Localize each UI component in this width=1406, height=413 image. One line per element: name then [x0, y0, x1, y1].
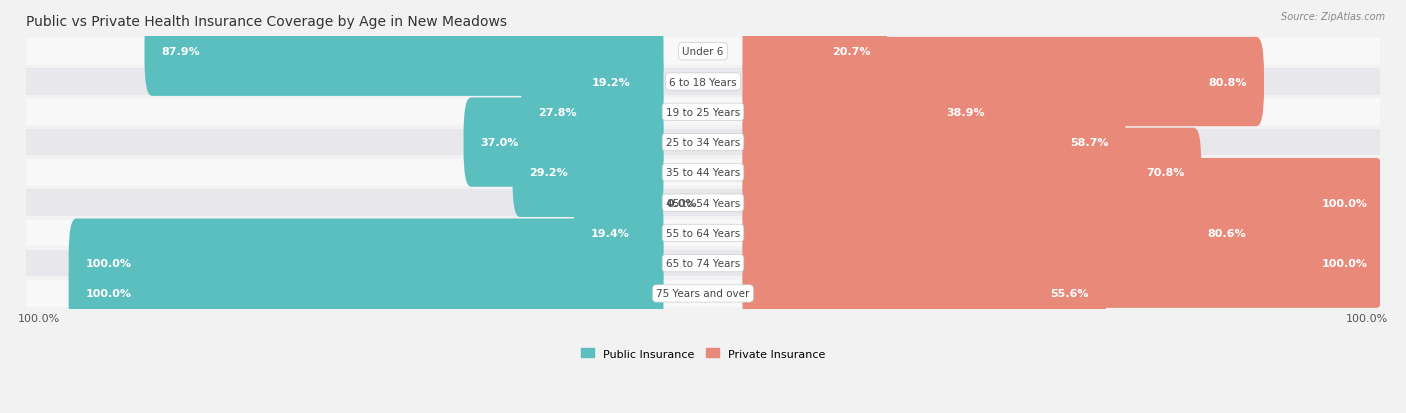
Bar [27, 280, 1379, 307]
FancyBboxPatch shape [742, 189, 1263, 278]
Legend: Public Insurance, Private Insurance: Public Insurance, Private Insurance [576, 344, 830, 363]
Text: 0.0%: 0.0% [666, 198, 697, 208]
Text: Under 6: Under 6 [682, 47, 724, 57]
Bar [27, 220, 1379, 247]
Text: 19.2%: 19.2% [592, 77, 631, 87]
Text: 35 to 44 Years: 35 to 44 Years [666, 168, 740, 178]
FancyBboxPatch shape [742, 7, 887, 97]
FancyBboxPatch shape [464, 98, 664, 187]
Text: 100.0%: 100.0% [86, 259, 132, 268]
Text: 37.0%: 37.0% [481, 138, 519, 148]
Text: 70.8%: 70.8% [1146, 168, 1184, 178]
Text: 100.0%: 100.0% [86, 289, 132, 299]
FancyBboxPatch shape [69, 219, 664, 308]
FancyBboxPatch shape [742, 128, 1201, 218]
FancyBboxPatch shape [742, 249, 1107, 338]
FancyBboxPatch shape [512, 128, 664, 218]
Text: 25 to 34 Years: 25 to 34 Years [666, 138, 740, 148]
FancyBboxPatch shape [742, 219, 1385, 308]
Text: Public vs Private Health Insurance Coverage by Age in New Meadows: Public vs Private Health Insurance Cover… [27, 15, 508, 29]
Text: 20.7%: 20.7% [832, 47, 870, 57]
Text: 38.9%: 38.9% [946, 107, 984, 118]
Bar [27, 160, 1379, 186]
Bar [27, 250, 1379, 277]
Text: 6 to 18 Years: 6 to 18 Years [669, 77, 737, 87]
Text: 58.7%: 58.7% [1070, 138, 1108, 148]
Text: 55.6%: 55.6% [1050, 289, 1090, 299]
FancyBboxPatch shape [742, 159, 1385, 248]
Text: 19.4%: 19.4% [591, 228, 630, 238]
FancyBboxPatch shape [69, 249, 664, 338]
Text: 80.8%: 80.8% [1209, 77, 1247, 87]
FancyBboxPatch shape [522, 68, 664, 157]
FancyBboxPatch shape [145, 7, 664, 97]
Text: 100.0%: 100.0% [1322, 259, 1368, 268]
Text: Source: ZipAtlas.com: Source: ZipAtlas.com [1281, 12, 1385, 22]
Text: 65 to 74 Years: 65 to 74 Years [666, 259, 740, 268]
Bar [27, 99, 1379, 126]
Bar [27, 190, 1379, 216]
FancyBboxPatch shape [742, 98, 1125, 187]
Text: 100.0%: 100.0% [1322, 198, 1368, 208]
Bar [27, 69, 1379, 96]
Text: 55 to 64 Years: 55 to 64 Years [666, 228, 740, 238]
FancyBboxPatch shape [575, 38, 664, 127]
Text: 87.9%: 87.9% [162, 47, 200, 57]
Bar [27, 39, 1379, 65]
FancyBboxPatch shape [574, 189, 664, 278]
Text: 19 to 25 Years: 19 to 25 Years [666, 107, 740, 118]
Text: 45 to 54 Years: 45 to 54 Years [666, 198, 740, 208]
Text: 80.6%: 80.6% [1208, 228, 1246, 238]
FancyBboxPatch shape [742, 38, 1264, 127]
Text: 27.8%: 27.8% [538, 107, 576, 118]
FancyBboxPatch shape [742, 68, 1001, 157]
Text: 75 Years and over: 75 Years and over [657, 289, 749, 299]
Text: 29.2%: 29.2% [530, 168, 568, 178]
Bar [27, 129, 1379, 156]
